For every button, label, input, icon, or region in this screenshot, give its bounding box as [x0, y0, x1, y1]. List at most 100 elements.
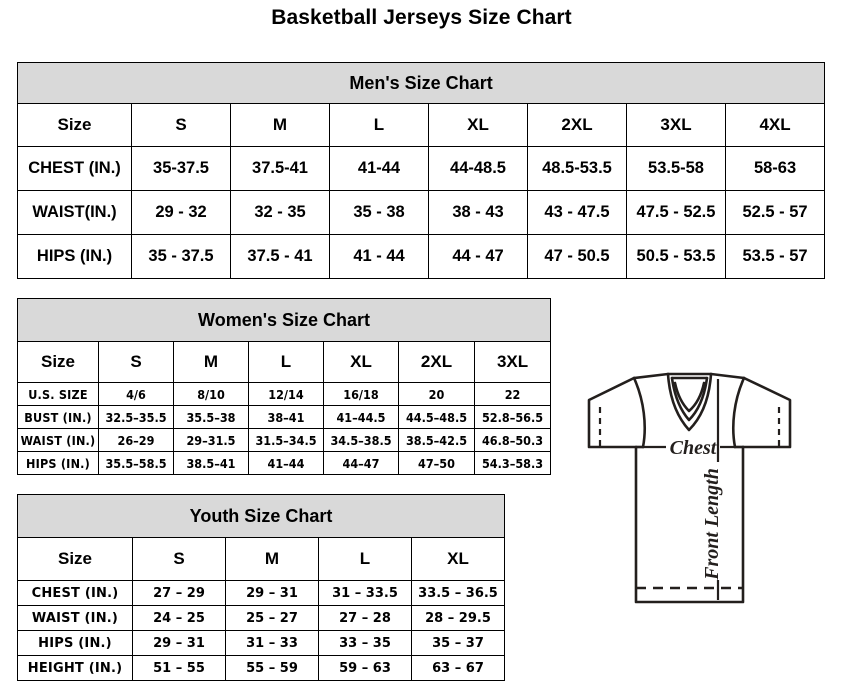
- womens-waist-2xl: 38.5–42.5: [398, 428, 475, 452]
- mens-header-xl: XL: [428, 103, 528, 147]
- mens-chest-2xl: 48.5-53.5: [527, 146, 627, 191]
- womens-bust-l: 38–41: [248, 405, 324, 429]
- youth-chart-banner: Youth Size Chart: [16, 494, 506, 538]
- mens-banner-row: Men's Size Chart: [16, 62, 826, 104]
- womens-header-m: M: [173, 341, 249, 383]
- womens-waist-l: 31.5–34.5: [248, 428, 324, 452]
- youth-hips-m: 31 – 33: [225, 630, 319, 656]
- womens-hips-m: 38.5–41: [173, 451, 249, 475]
- table-row: HEIGHT (IN.) 51 – 55 55 – 59 59 – 63 63 …: [17, 655, 506, 681]
- table-row: CHEST (IN.) 35-37.5 37.5-41 41-44 44-48.…: [17, 146, 826, 191]
- youth-waist-xl: 28 – 29.5: [410, 605, 506, 631]
- mens-row-label-waist: WAIST(IN.): [17, 190, 132, 235]
- front-length-label: Front Length: [701, 468, 723, 581]
- mens-size-chart-table: Men's Size Chart Size S M L XL 2XL 3XL 4…: [16, 62, 826, 279]
- youth-chest-l: 31 – 33.5: [318, 580, 412, 606]
- youth-chest-s: 27 – 29: [132, 580, 226, 606]
- youth-row-label-height: HEIGHT (IN.): [17, 655, 133, 681]
- womens-row-label-bust: BUST (IN.): [17, 405, 99, 429]
- youth-height-xl: 63 – 67: [410, 655, 506, 681]
- womens-ussize-m: 8/10: [173, 382, 249, 406]
- youth-height-s: 51 – 55: [132, 655, 226, 681]
- womens-header-xl: XL: [323, 341, 399, 383]
- sleeve-hem-dashes-icon: [598, 407, 781, 447]
- youth-header-s: S: [132, 537, 226, 581]
- youth-header-xl: XL: [410, 537, 506, 581]
- table-row: HIPS (IN.) 35 - 37.5 37.5 - 41 41 - 44 4…: [17, 234, 826, 279]
- womens-header-s: S: [98, 341, 174, 383]
- womens-hips-s: 35.5–58.5: [98, 451, 174, 475]
- womens-row-label-waist: WAIST (IN.): [17, 428, 99, 452]
- youth-hips-l: 33 – 35: [318, 630, 412, 656]
- womens-row-label-hips: HIPS (IN.): [17, 451, 99, 475]
- mens-header-size: Size: [17, 103, 132, 147]
- mens-chest-m: 37.5-41: [230, 146, 330, 191]
- womens-header-2xl: 2XL: [398, 341, 475, 383]
- womens-hips-2xl: 47–50: [398, 451, 475, 475]
- mens-waist-l: 35 - 38: [329, 190, 429, 235]
- youth-chest-m: 29 – 31: [225, 580, 319, 606]
- youth-header-l: L: [318, 537, 412, 581]
- mens-header-3xl: 3XL: [626, 103, 726, 147]
- womens-header-l: L: [248, 341, 324, 383]
- table-row: BUST (IN.) 32.5–35.5 35.5–38 38–41 41–44…: [17, 405, 552, 429]
- mens-header-4xl: 4XL: [724, 103, 826, 147]
- mens-waist-3xl: 47.5 - 52.5: [626, 190, 726, 235]
- mens-header-row: Size S M L XL 2XL 3XL 4XL: [17, 103, 826, 147]
- mens-hips-m: 37.5 - 41: [230, 234, 330, 279]
- mens-chest-3xl: 53.5-58: [626, 146, 726, 191]
- womens-hips-l: 41–44: [248, 451, 324, 475]
- chest-label: Chest: [670, 437, 718, 459]
- womens-bust-m: 35.5–38: [173, 405, 249, 429]
- mens-hips-xl: 44 - 47: [428, 234, 528, 279]
- womens-bust-2xl: 44.5–48.5: [398, 405, 475, 429]
- womens-waist-xl: 34.5–38.5: [323, 428, 399, 452]
- table-row: U.S. SIZE 4/6 8/10 12/14 16/18 20 22: [17, 382, 552, 406]
- youth-hips-xl: 35 – 37: [410, 630, 506, 656]
- womens-chart-banner: Women's Size Chart: [16, 298, 552, 342]
- womens-ussize-s: 4/6: [98, 382, 174, 406]
- womens-ussize-l: 12/14: [248, 382, 324, 406]
- womens-bust-3xl: 52.8–56.5: [473, 405, 552, 429]
- jersey-measurement-diagram: Chest Front Length: [548, 352, 838, 652]
- youth-banner-row: Youth Size Chart: [16, 494, 506, 538]
- womens-header-size: Size: [17, 341, 99, 383]
- mens-waist-xl: 38 - 43: [428, 190, 528, 235]
- mens-hips-l: 41 - 44: [329, 234, 429, 279]
- table-row: WAIST (IN.) 26–29 29–31.5 31.5–34.5 34.5…: [17, 428, 552, 452]
- table-row: HIPS (IN.) 35.5–58.5 38.5–41 41–44 44–47…: [17, 451, 552, 475]
- mens-header-2xl: 2XL: [527, 103, 627, 147]
- youth-waist-m: 25 – 27: [225, 605, 319, 631]
- jersey-outline-icon: [587, 372, 792, 604]
- womens-size-chart-table: Women's Size Chart Size S M L XL 2XL 3XL…: [16, 298, 552, 475]
- mens-waist-s: 29 - 32: [131, 190, 231, 235]
- table-row: HIPS (IN.) 29 – 31 31 – 33 33 – 35 35 – …: [17, 630, 506, 656]
- mens-waist-m: 32 - 35: [230, 190, 330, 235]
- youth-chest-xl: 33.5 – 36.5: [410, 580, 506, 606]
- womens-bust-xl: 41–44.5: [323, 405, 399, 429]
- mens-row-label-hips: HIPS (IN.): [17, 234, 132, 279]
- mens-waist-2xl: 43 - 47.5: [527, 190, 627, 235]
- mens-header-m: M: [230, 103, 330, 147]
- mens-hips-3xl: 50.5 - 53.5: [626, 234, 726, 279]
- youth-row-label-chest: CHEST (IN.): [17, 580, 133, 606]
- womens-waist-s: 26–29: [98, 428, 174, 452]
- mens-chart-banner: Men's Size Chart: [16, 62, 826, 104]
- mens-header-s: S: [131, 103, 231, 147]
- mens-row-label-chest: CHEST (IN.): [17, 146, 132, 191]
- youth-row-label-hips: HIPS (IN.): [17, 630, 133, 656]
- youth-size-chart-table: Youth Size Chart Size S M L XL CHEST (IN…: [16, 494, 506, 681]
- mens-chest-l: 41-44: [329, 146, 429, 191]
- youth-hips-s: 29 – 31: [132, 630, 226, 656]
- table-row: WAIST(IN.) 29 - 32 32 - 35 35 - 38 38 - …: [17, 190, 826, 235]
- womens-header-3xl: 3XL: [473, 341, 552, 383]
- mens-header-l: L: [329, 103, 429, 147]
- table-row: CHEST (IN.) 27 – 29 29 – 31 31 – 33.5 33…: [17, 580, 506, 606]
- youth-row-label-waist: WAIST (IN.): [17, 605, 133, 631]
- youth-header-row: Size S M L XL: [17, 537, 506, 581]
- mens-chest-s: 35-37.5: [131, 146, 231, 191]
- youth-waist-s: 24 – 25: [132, 605, 226, 631]
- womens-banner-row: Women's Size Chart: [16, 298, 552, 342]
- mens-hips-2xl: 47 - 50.5: [527, 234, 627, 279]
- youth-header-size: Size: [17, 537, 133, 581]
